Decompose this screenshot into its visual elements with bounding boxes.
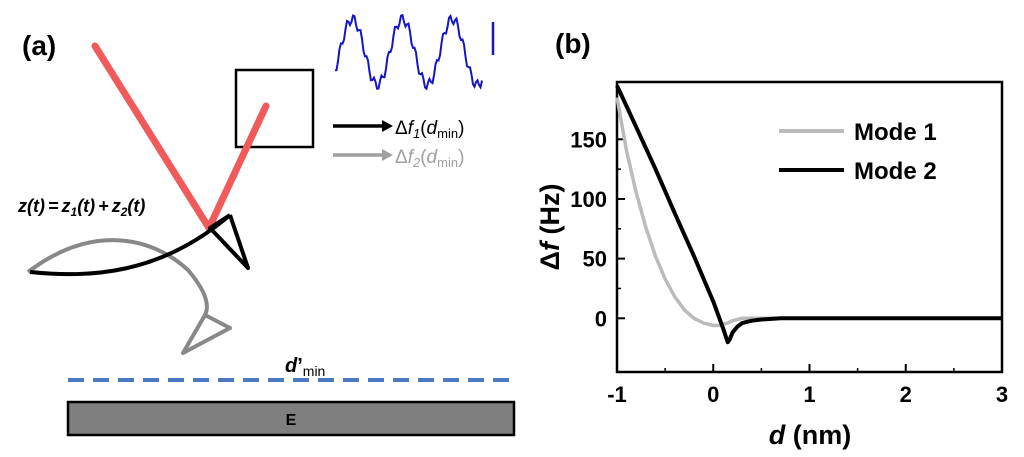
y-tick-label: 0 — [595, 306, 607, 331]
x-tick-label: 3 — [996, 382, 1008, 407]
frequency-shift-chart: -1 0 1 2 3 0 50 100 150 Mode 1 Mode 2 d (nm) Δf … — [535, 80, 1008, 450]
y-tick-label: 50 — [583, 247, 607, 272]
legend-label-mode-2: Mode 2 — [854, 158, 937, 185]
laser-reflected-beam — [205, 102, 270, 232]
panel-b-label: (b) — [555, 28, 591, 59]
y-axis-label: Δf (Hz) — [535, 184, 565, 271]
laser-incident-beam — [91, 42, 213, 232]
svg-text:Δf1(dmin): Δf1(dmin) — [395, 118, 464, 141]
electrode — [66, 400, 516, 437]
svg-text:Δf2(dmin): Δf2(dmin) — [395, 147, 464, 170]
cantilever-mode-1 — [29, 213, 250, 277]
electrode-label: E — [286, 412, 297, 429]
legend-delta-f1: Δf1(dmin) — [333, 118, 464, 141]
y-tick-label: 150 — [570, 127, 607, 152]
x-axis-label: d (nm) — [769, 420, 851, 450]
displacement-equation: z(t) = z1(t) + z2(t) — [17, 196, 145, 219]
x-tick-label: 1 — [803, 382, 815, 407]
dmin-label: d’min — [285, 355, 325, 379]
legend-delta-f2: Δf2(dmin) — [333, 147, 464, 170]
y-tick-label: 100 — [570, 187, 607, 212]
x-tick-label: 0 — [707, 382, 719, 407]
series-line-mode-2 — [615, 84, 1002, 345]
legend-label-mode-1: Mode 1 — [854, 119, 937, 146]
panel-a-label: (a) — [22, 30, 56, 61]
cantilever-mode-2 — [26, 238, 232, 355]
x-tick-label: -1 — [607, 382, 627, 407]
oscillation-signal — [334, 13, 483, 91]
plot-frame — [615, 80, 1004, 374]
zoom-box — [234, 68, 315, 149]
x-tick-label: 2 — [900, 382, 912, 407]
